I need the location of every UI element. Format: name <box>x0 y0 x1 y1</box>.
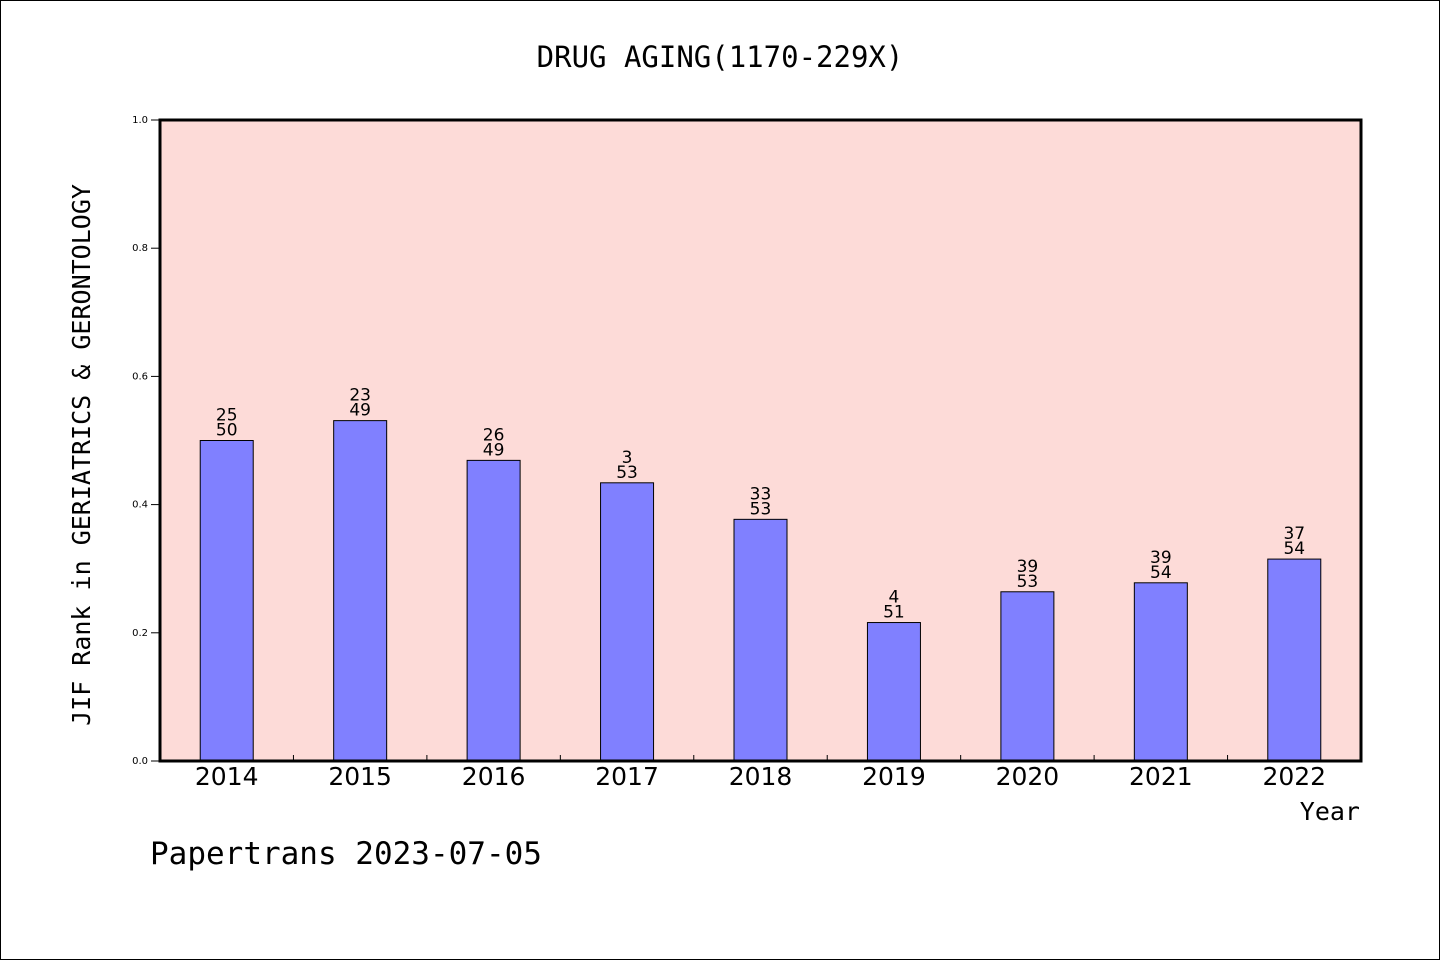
bar-2016 <box>466 459 521 762</box>
bar-2015 <box>333 420 388 762</box>
bar-label-rank-2017: 3 <box>622 448 633 468</box>
x-tick-label-2022: 2022 <box>1262 762 1326 791</box>
bar-label-rank-2019: 4 <box>889 588 900 608</box>
bar-label-rank-2014: 25 <box>216 406 238 426</box>
x-tick-label-2018: 2018 <box>729 762 793 791</box>
bars-group <box>199 420 1322 762</box>
bar-2018 <box>733 518 788 762</box>
y-tick-label: 0.8 <box>132 243 148 254</box>
bar-label-total-2018: 53 <box>750 499 772 519</box>
bar-label-total-2016: 49 <box>483 440 505 460</box>
x-tick-label-2020: 2020 <box>996 762 1060 791</box>
footer-source: Papertrans 2023-07-05 <box>150 836 542 872</box>
y-tick-label: 0.2 <box>132 628 148 639</box>
x-tick-label-2014: 2014 <box>195 762 259 791</box>
y-axis: 0.0 0.2 0.4 0.6 0.8 1.0 <box>132 115 160 767</box>
bar-label-rank-2015: 23 <box>349 386 371 406</box>
bar-label-rank-2022: 37 <box>1283 524 1305 544</box>
bar-label-total-2020: 53 <box>1017 572 1039 592</box>
x-tick-label-2016: 2016 <box>462 762 526 791</box>
x-axis-label: Year <box>1300 797 1360 826</box>
bar-label-total-2015: 49 <box>349 401 371 421</box>
y-tick-label: 0.4 <box>132 500 148 511</box>
bar-label-rank-2016: 26 <box>483 425 505 445</box>
y-tick-label: 0.6 <box>132 371 148 382</box>
x-tick-label-2017: 2017 <box>595 762 659 791</box>
plot-border <box>158 118 1363 763</box>
bar-2021 <box>1133 582 1188 762</box>
x-axis: 2014 2015 2016 2017 2018 2019 2020 2021 2022 <box>195 755 1326 791</box>
y-axis-label: JIF Rank in GERIATRICS & GERONTOLOGY <box>67 184 96 726</box>
chart-title: DRUG AGING(1170-229X) <box>537 40 904 74</box>
y-tick-label: 0.0 <box>132 756 148 767</box>
bar-2022 <box>1267 558 1322 762</box>
y-tick-label: 1.0 <box>132 115 148 126</box>
bar-label-total-2019: 51 <box>883 603 905 623</box>
bar-label-total-2022: 54 <box>1283 539 1305 559</box>
bar-2014 <box>199 440 254 762</box>
bar-label-rank-2018: 33 <box>750 484 772 504</box>
bar-2017 <box>600 482 655 762</box>
bar-label-total-2017: 53 <box>616 463 638 483</box>
bar-label-total-2021: 54 <box>1150 563 1172 583</box>
x-tick-label-2015: 2015 <box>328 762 392 791</box>
bar-2019 <box>866 622 921 762</box>
bar-2020 <box>1000 591 1055 762</box>
bar-label-rank-2020: 39 <box>1017 557 1039 577</box>
bar-label-total-2014: 50 <box>216 421 238 441</box>
bar-label-rank-2021: 39 <box>1150 548 1172 568</box>
x-tick-label-2021: 2021 <box>1129 762 1193 791</box>
x-tick-label-2019: 2019 <box>862 762 926 791</box>
